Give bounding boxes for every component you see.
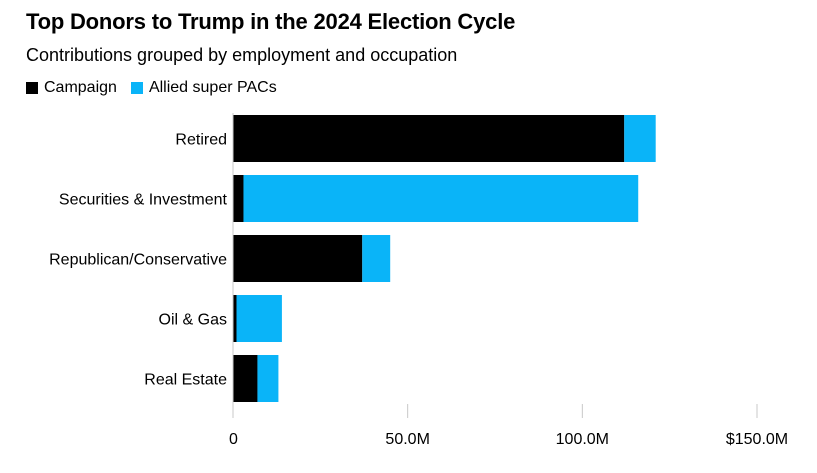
legend-swatch-campaign	[26, 82, 38, 94]
category-label-republican-conservative: Republican/Conservative	[49, 252, 227, 269]
category-label-real-estate: Real Estate	[144, 372, 227, 389]
bar-retired-campaign	[233, 115, 625, 162]
legend-label-super-pacs: Allied super PACs	[148, 79, 277, 96]
bar-securities-investment-allied-super-pacs	[243, 175, 639, 222]
category-label-oil-gas: Oil & Gas	[159, 312, 227, 329]
x-tick-label: 100.0M	[556, 431, 609, 448]
chart-subtitle: Contributions grouped by employment and …	[26, 45, 458, 65]
bar-oil-gas-campaign	[233, 295, 237, 342]
chart-title: Top Donors to Trump in the 2024 Election…	[26, 9, 516, 34]
category-label-securities-investment: Securities & Investment	[59, 192, 228, 209]
legend-item-campaign: Campaign	[26, 79, 117, 97]
category-label-retired: Retired	[175, 132, 227, 149]
bar-republican-conservative-campaign	[233, 235, 363, 282]
legend-item-super-pacs: Allied super PACs	[130, 79, 277, 97]
bar-retired-allied-super-pacs	[624, 115, 656, 162]
x-tick-label: 0	[229, 431, 238, 448]
bar-real-estate-allied-super-pacs	[257, 355, 279, 402]
bar-oil-gas-allied-super-pacs	[236, 295, 282, 342]
x-tick-label: 50.0M	[385, 431, 429, 448]
legend: Campaign Allied super PACs	[26, 79, 291, 97]
x-tick-label: $150.0M	[726, 431, 788, 448]
legend-label-campaign: Campaign	[44, 79, 117, 96]
bar-real-estate-campaign	[233, 355, 258, 402]
legend-swatch-super-pacs	[130, 82, 143, 94]
bar-republican-conservative-allied-super-pacs	[362, 235, 391, 282]
bar-securities-investment-campaign	[233, 175, 244, 222]
